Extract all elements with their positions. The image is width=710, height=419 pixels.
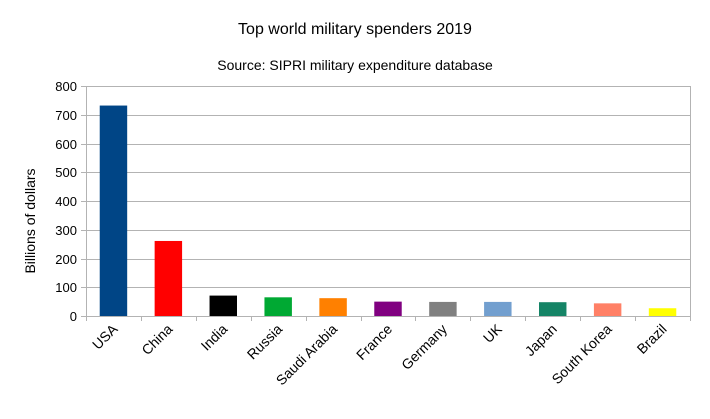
y-tick-label: 800: [55, 79, 77, 94]
bar-brazil: [648, 308, 677, 316]
y-tick-label: 100: [55, 280, 77, 295]
bar-saudi-arabia: [319, 298, 347, 316]
y-tick-label: 0: [70, 309, 77, 324]
x-tick-label: India: [198, 321, 231, 354]
y-tick-label: 200: [55, 252, 77, 267]
y-tick-label: 300: [55, 223, 77, 238]
bar-india: [209, 295, 237, 316]
y-axis-ticks: 0 100 200 300 400 500 600 700 800: [55, 79, 86, 324]
x-tick-label: Japan: [522, 321, 560, 359]
bar-uk: [484, 301, 512, 316]
y-tick-label: 500: [55, 165, 77, 180]
x-tick-label: UK: [480, 320, 506, 346]
bar-china: [154, 240, 183, 316]
plot-area: [86, 86, 691, 317]
bar-germany: [429, 301, 457, 316]
x-tick-label: Germany: [398, 321, 450, 373]
y-tick-label: 400: [55, 194, 77, 209]
y-tick-label: 600: [55, 137, 77, 152]
chart-title: Top world military spenders 2019: [238, 21, 472, 38]
bar-russia: [264, 297, 292, 316]
x-tick-label: USA: [89, 320, 121, 352]
chart-subtitle: Source: SIPRI military expenditure datab…: [217, 57, 493, 73]
y-axis-label: Billions of dollars: [22, 168, 38, 273]
y-tick-label: 700: [55, 108, 77, 123]
x-tick-label: Russia: [244, 321, 286, 363]
bar-usa: [99, 105, 128, 316]
bar-south-korea: [593, 303, 622, 316]
x-tick-label: France: [353, 321, 395, 363]
x-tick-label: Brazil: [634, 321, 670, 357]
x-tick-label: China: [138, 321, 175, 358]
bar-japan: [539, 302, 567, 316]
bar-france: [374, 301, 402, 316]
bars: [99, 105, 677, 316]
